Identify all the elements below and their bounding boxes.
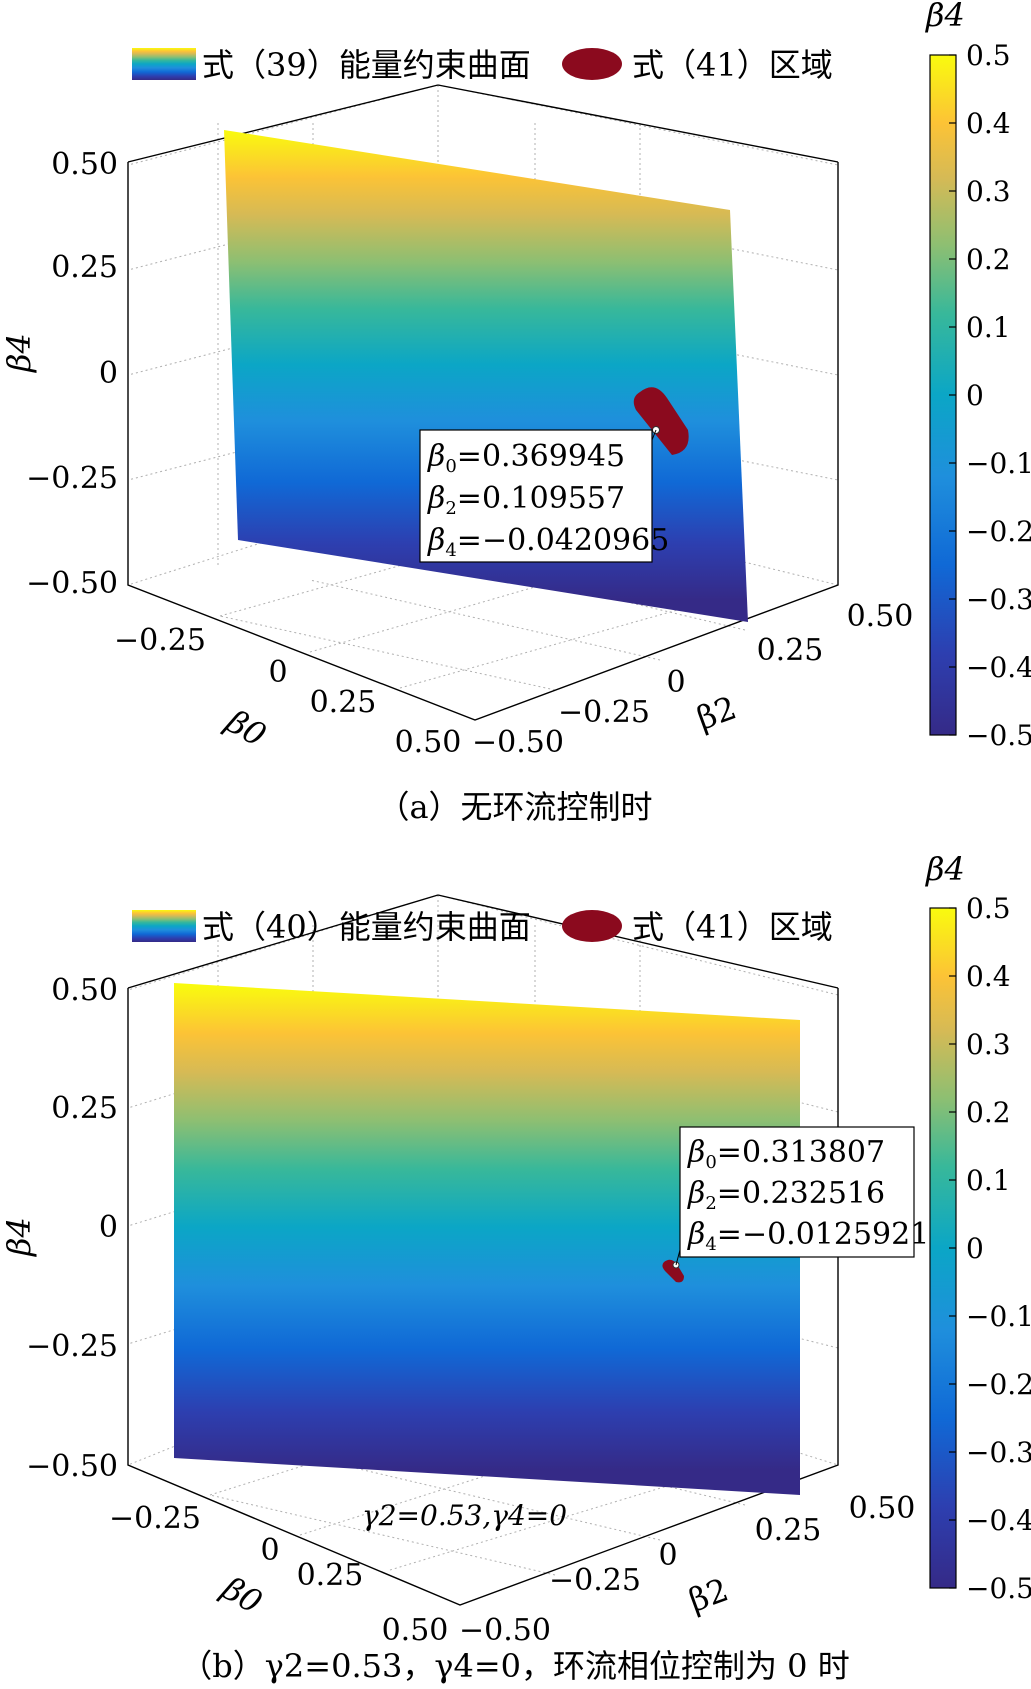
colorbar-b-label: β4: [925, 850, 965, 888]
legend-surface-swatch-a: [132, 48, 196, 80]
legend-region-swatch-b: [562, 910, 622, 942]
colorbar-tick-label: 0.2: [966, 243, 1011, 276]
z-axis-label-b: β4: [0, 1217, 38, 1257]
datatip-b-beta2: β2=0.232516: [687, 1176, 885, 1214]
colorbar-tick-label: −0.3: [966, 1436, 1031, 1469]
y-tick-a: 0: [666, 665, 685, 700]
datatip-a-beta4: β4=−0.0420965: [427, 523, 669, 561]
colorbar-tick-label: 0.5: [966, 892, 1011, 925]
y-ticks-a: −0.50 −0.25 0 0.25 0.50: [472, 599, 913, 760]
colorbar-tick-label: 0.4: [966, 960, 1011, 993]
x-tick-a: 0: [268, 655, 287, 690]
gamma-annotation-b: γ2=0.53,γ4=0: [362, 1499, 567, 1532]
datatip-b[interactable]: β0=0.313807 β2=0.232516 β4=−0.0125921: [675, 1126, 929, 1266]
z-tick-b: −0.50: [26, 1449, 118, 1484]
x-tick-a: 0.50: [395, 725, 462, 760]
legend-b: 式（40）能量约束曲面 式（41）区域: [132, 908, 833, 946]
z-ticks-b: 0.50 0.25 0 −0.25 −0.50: [26, 973, 118, 1484]
colorbar-tick-label: −0.1: [966, 1300, 1031, 1333]
datatip-a-beta2: β2=0.109557: [427, 481, 625, 519]
colorbar-tick-label: −0.5: [966, 1572, 1031, 1605]
legend-region-label-b: 式（41）区域: [632, 908, 833, 946]
legend-a: 式（39）能量约束曲面 式（41）区域: [132, 46, 833, 84]
axes-box-b: [127, 894, 839, 1606]
z-tick-a: 0.50: [51, 147, 118, 182]
x-tick-b: 0: [260, 1533, 279, 1568]
colorbar-b-ticks: 0.5 0.4 0.3 0.2 0.1 0 −0.1 −0.2 −0.3 −0.4 −0.5: [949, 892, 1031, 1605]
colorbar-tick-label: 0.3: [966, 1028, 1011, 1061]
y-tick-b: −0.50: [459, 1613, 551, 1648]
axes-box-a: [127, 84, 839, 721]
panel-a: β0=0.369945 β2=0.109557 β4=−0.0420965 式（…: [0, 0, 1031, 826]
colorbar-tick-label: 0.3: [966, 175, 1011, 208]
y-tick-b: −0.25: [549, 1563, 641, 1598]
z-ticks-a: 0.50 0.25 0 −0.25 −0.50: [26, 147, 118, 601]
x-tick-b: −0.25: [109, 1501, 201, 1536]
colorbar-tick-label: −0.2: [966, 515, 1031, 548]
y-tick-a: −0.50: [472, 725, 564, 760]
datatip-a[interactable]: β0=0.369945 β2=0.109557 β4=−0.0420965: [419, 429, 669, 563]
colorbar-tick-label: 0: [966, 1232, 984, 1265]
colorbar-tick-label: 0.2: [966, 1096, 1011, 1129]
y-tick-b: 0.50: [849, 1491, 916, 1526]
colorbar-tick-label: −0.4: [966, 1504, 1031, 1537]
z-tick-b: 0: [99, 1210, 118, 1245]
x-tick-a: 0.25: [310, 685, 377, 720]
datatip-b-beta4: β4=−0.0125921: [687, 1217, 929, 1255]
y-tick-a: −0.25: [558, 695, 650, 730]
colorbar-tick-label: −0.3: [966, 583, 1031, 616]
colorbar-a: β4 0.5 0.4 0.3 0.2 0.1 0 −0.1 −0.2 −0.3 −0.4 −0.5: [925, 0, 1031, 752]
colorbar-tick-label: −0.1: [966, 447, 1031, 480]
colorbar-tick-label: −0.5: [966, 719, 1031, 752]
feasible-region-b: [662, 1259, 684, 1283]
energy-surface-b: [174, 983, 800, 1495]
caption-a: （a）无环流控制时: [377, 788, 652, 826]
datatip-b-beta0: β0=0.313807: [687, 1135, 885, 1173]
z-tick-b: 0.50: [51, 973, 118, 1008]
legend-region-swatch-a: [562, 48, 622, 80]
legend-surface-label-b: 式（40）能量约束曲面: [202, 908, 531, 946]
colorbar-tick-label: 0.1: [966, 1164, 1011, 1197]
y-tick-a: 0.50: [847, 599, 914, 634]
z-axis-label-a: β4: [0, 333, 38, 373]
colorbar-a-ticks: 0.5 0.4 0.3 0.2 0.1 0 −0.1 −0.2 −0.3 −0.4 −0.5: [949, 39, 1031, 752]
z-tick-a: −0.25: [26, 461, 118, 496]
legend-surface-label-a: 式（39）能量约束曲面: [202, 46, 531, 84]
caption-b: （b）γ2=0.53，γ4=0，环流相位控制为 0 时: [180, 1647, 849, 1685]
colorbar-tick-label: 0.4: [966, 107, 1011, 140]
x-axis-label-a: β0: [219, 702, 273, 755]
x-ticks-a: −0.25 0 0.25 0.50: [114, 623, 461, 760]
z-tick-a: −0.50: [26, 566, 118, 601]
y-tick-a: 0.25: [757, 633, 824, 668]
y-tick-b: 0.25: [755, 1513, 822, 1548]
z-tick-a: 0.25: [51, 250, 118, 285]
colorbar-tick-label: 0.1: [966, 311, 1011, 344]
colorbar-tick-label: 0.5: [966, 39, 1011, 72]
y-tick-b: 0: [658, 1538, 677, 1573]
legend-surface-swatch-b: [132, 910, 196, 942]
y-axis-label-b: β2: [684, 1571, 734, 1620]
x-axis-label-b: β0: [215, 1569, 269, 1622]
colorbar-b: β4 0.5 0.4 0.3 0.2 0.1 0 −0.1 −0.2 −0.3 −0.4 −0.5: [925, 850, 1031, 1605]
x-tick-a: −0.25: [114, 623, 206, 658]
y-axis-label-a: β2: [692, 689, 742, 738]
colorbar-tick-label: 0: [966, 379, 984, 412]
z-tick-b: −0.25: [26, 1329, 118, 1364]
x-tick-b: 0.25: [297, 1558, 364, 1593]
z-tick-a: 0: [99, 356, 118, 391]
colorbar-tick-label: −0.2: [966, 1368, 1031, 1401]
legend-region-label-a: 式（41）区域: [632, 46, 833, 84]
z-tick-b: 0.25: [51, 1091, 118, 1126]
colorbar-tick-label: −0.4: [966, 651, 1031, 684]
colorbar-a-label: β4: [925, 0, 965, 34]
datatip-a-beta0: β0=0.369945: [427, 439, 625, 477]
y-ticks-b: −0.50 −0.25 0 0.25 0.50: [459, 1491, 915, 1648]
x-ticks-b: −0.25 0 0.25 0.50: [109, 1501, 448, 1648]
x-tick-b: 0.50: [382, 1613, 449, 1648]
panel-b: β0=0.313807 β2=0.232516 β4=−0.0125921 式（…: [0, 850, 1031, 1685]
